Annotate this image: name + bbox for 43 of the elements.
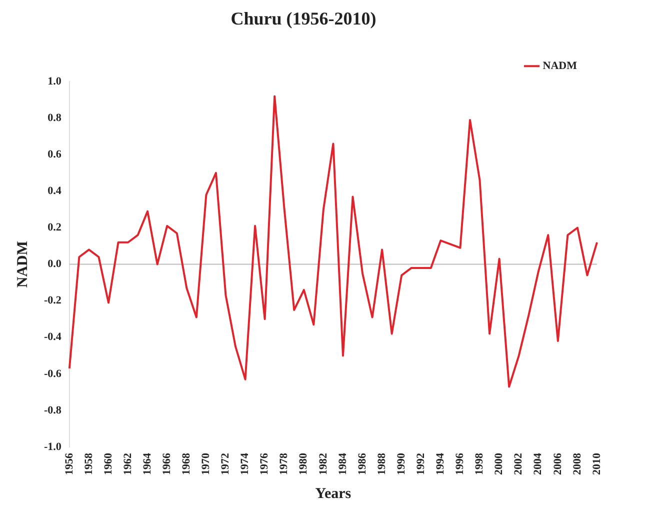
- chart-title: Churu (1956-2010): [230, 8, 376, 28]
- y-tick-label: 0.8: [48, 112, 62, 124]
- legend-label: NADM: [542, 60, 578, 72]
- x-tick-label: 1996: [454, 452, 466, 475]
- x-tick-label: 1982: [317, 452, 330, 475]
- x-tick-label: 1976: [258, 452, 271, 475]
- y-tick-label: 0.0: [48, 258, 62, 270]
- x-tick-label: 2006: [552, 452, 564, 475]
- y-tick-label: -0.4: [44, 331, 62, 344]
- x-tick-label: 1972: [220, 452, 232, 475]
- x-tick-label: 1986: [356, 452, 368, 475]
- y-tick-label: -0.6: [44, 368, 62, 380]
- x-tick-label: 1970: [200, 452, 212, 475]
- x-axis-title: Years: [315, 486, 352, 502]
- x-tick-label: 1980: [298, 452, 310, 475]
- y-tick-label: 1.0: [48, 75, 62, 88]
- x-tick-label: 1968: [180, 452, 192, 475]
- x-tick-label: 1988: [376, 452, 388, 475]
- x-tick-label: 1960: [102, 452, 114, 475]
- y-tick-label: 0.2: [48, 222, 62, 234]
- x-tick-label: 2008: [571, 452, 584, 475]
- y-axis-title: NADM: [14, 240, 31, 288]
- x-tick-label: 1964: [141, 452, 154, 475]
- x-tick-label: 1978: [278, 452, 290, 475]
- x-tick-label: 1998: [474, 452, 486, 475]
- x-tick-label: 2010: [590, 452, 603, 475]
- x-tick-label: 2000: [493, 452, 506, 475]
- x-tick-label: 1984: [336, 452, 349, 475]
- x-tick-label: 1958: [82, 452, 95, 475]
- y-tick-label: 0.6: [48, 148, 62, 161]
- x-tick-label: 1962: [122, 452, 134, 475]
- y-tick-label: -0.2: [44, 294, 62, 307]
- x-tick-label: 1992: [414, 452, 427, 475]
- x-tick-label: 1956: [63, 452, 76, 475]
- y-tick-label: 0.4: [48, 185, 62, 198]
- x-tick-label: 2004: [532, 452, 544, 475]
- x-tick-label: 1966: [160, 452, 173, 475]
- x-tick-label: 1990: [395, 452, 408, 475]
- y-tick-label: -1.0: [44, 440, 62, 453]
- y-tick-label: -0.8: [44, 404, 62, 416]
- x-tick-label: 1974: [239, 452, 252, 475]
- x-tick-label: 2002: [512, 452, 525, 475]
- x-tick-label: 1994: [434, 452, 447, 475]
